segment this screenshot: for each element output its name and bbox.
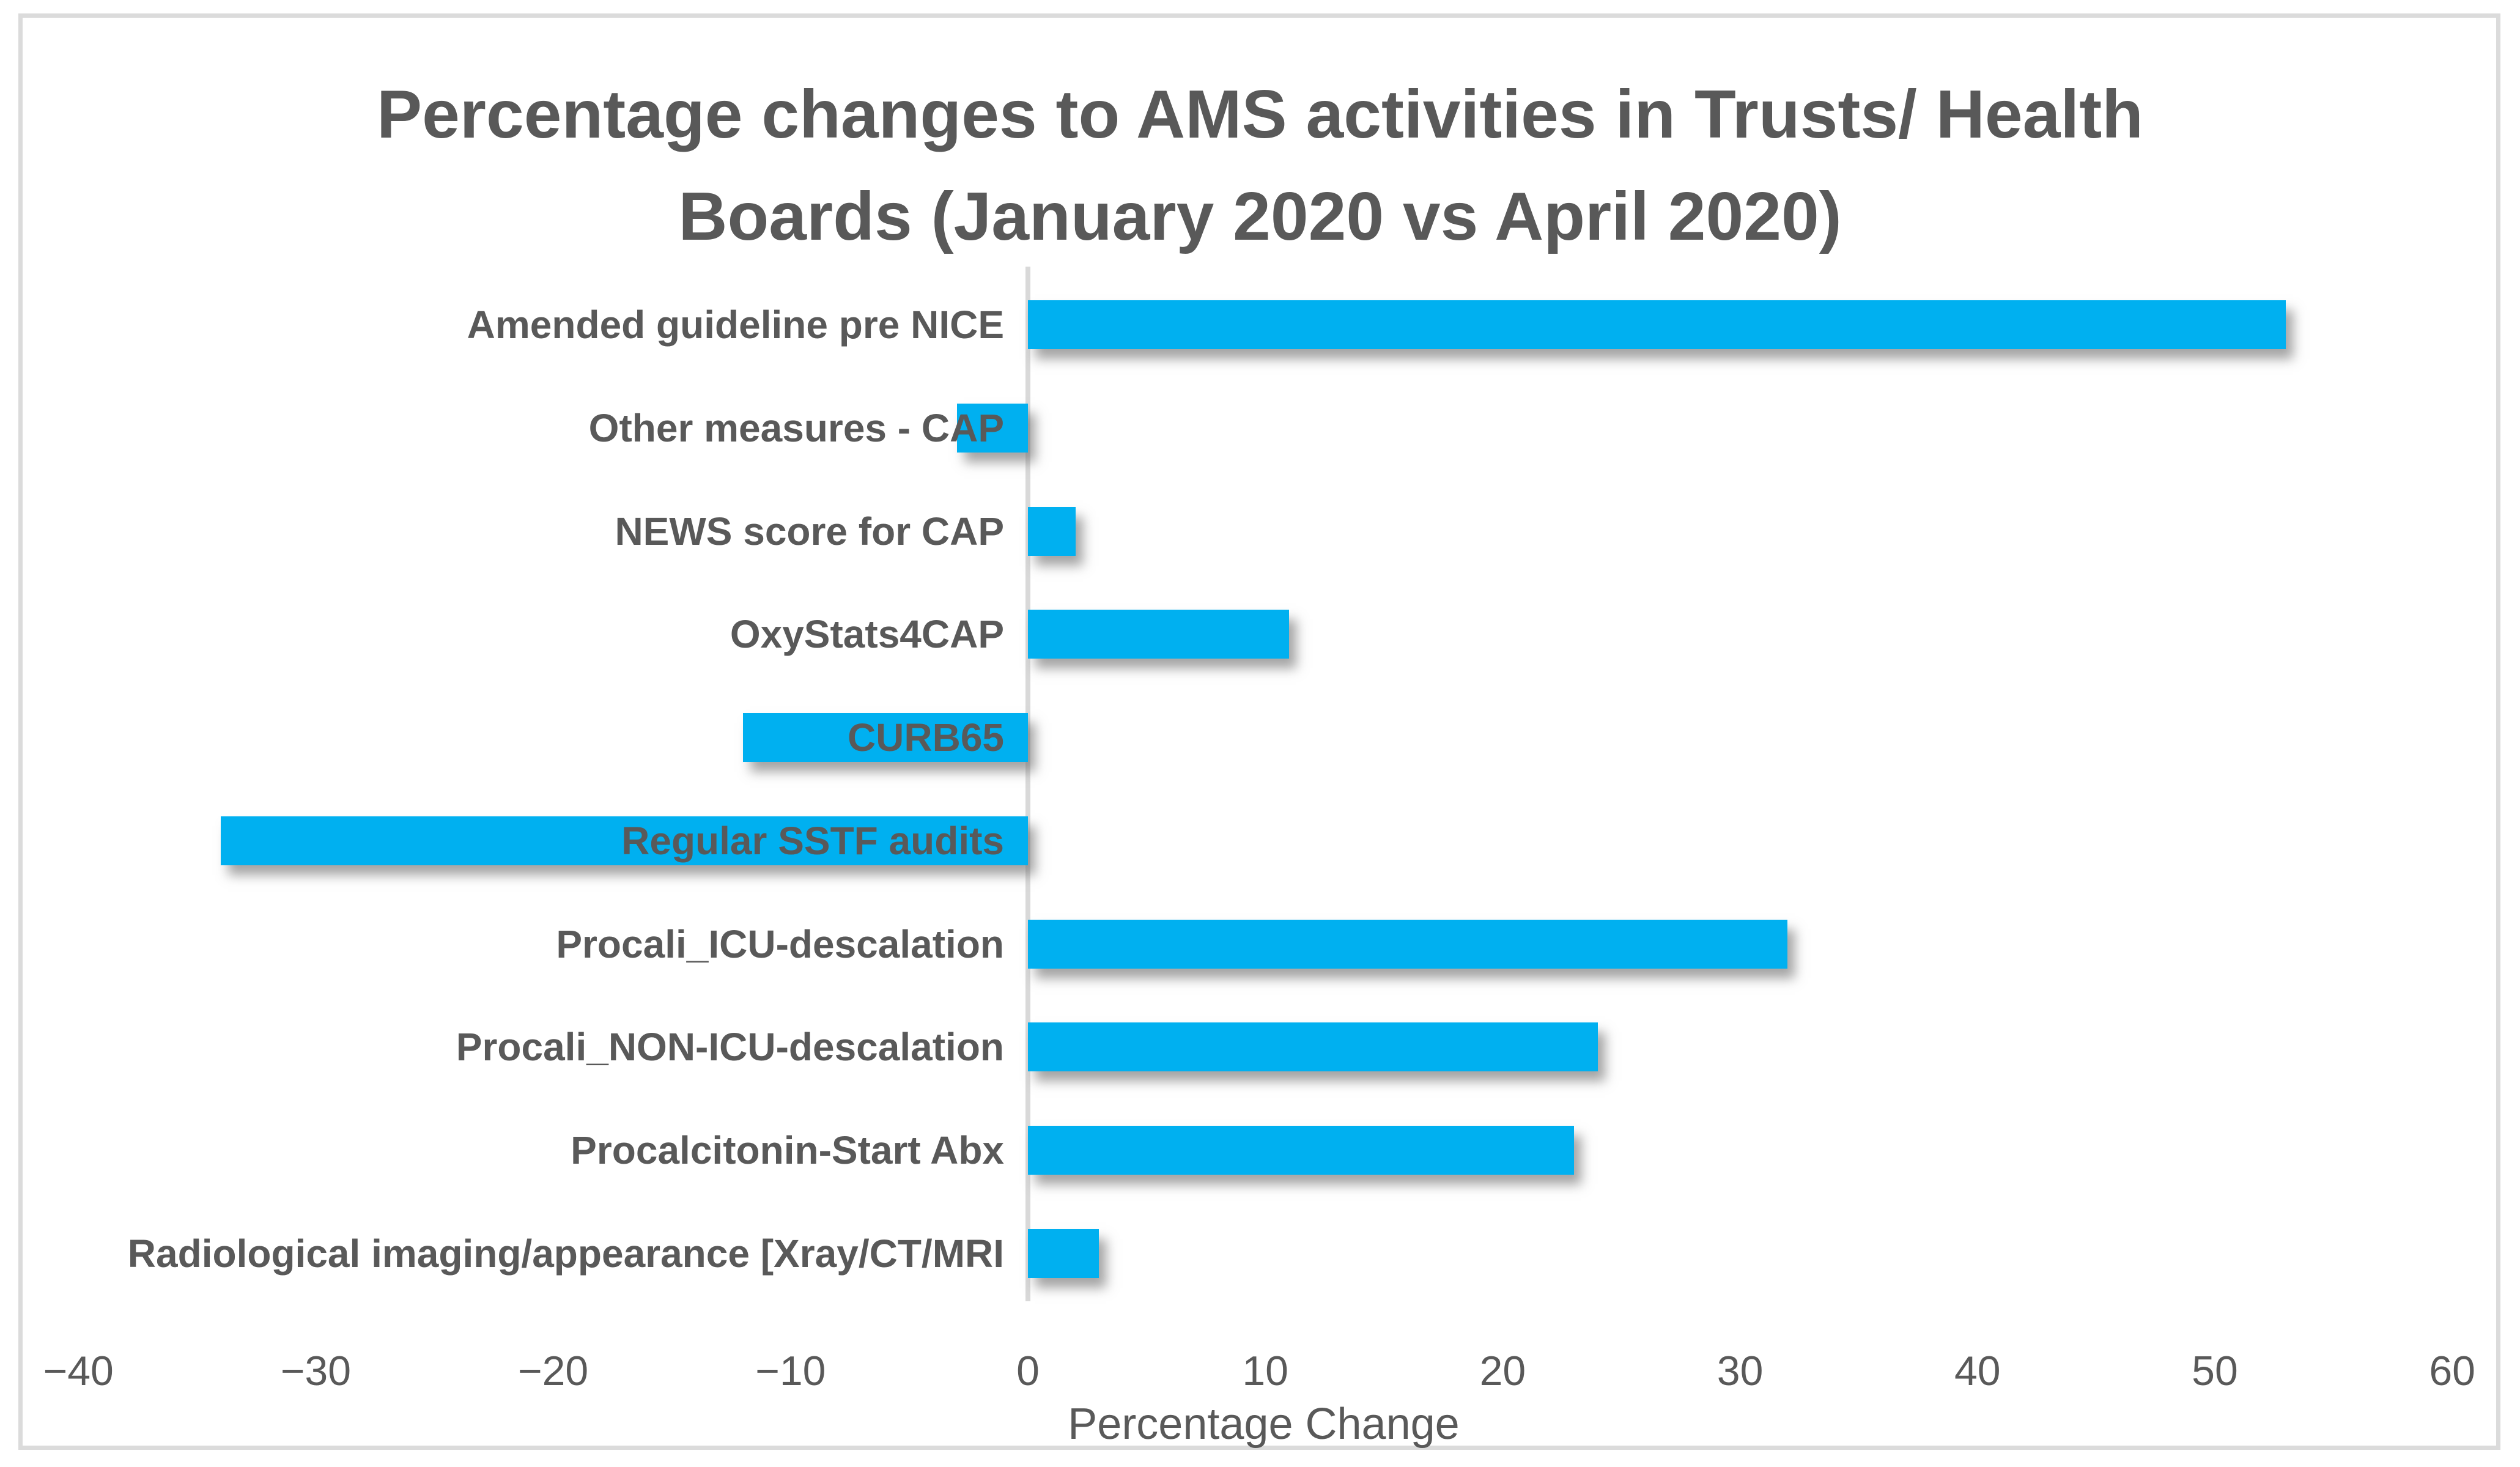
- plot-area: Amended guideline pre NICE Other measures…: [0, 273, 2520, 1305]
- category-label: Radiological imaging/appearance [Xray/CT…: [127, 1231, 1004, 1276]
- bar-2: [956, 404, 1028, 453]
- category-label: Amended guideline pre NICE: [467, 303, 1004, 347]
- bar-row: Regular SSTF audits: [0, 789, 2520, 893]
- zero-axis-line: [1025, 267, 1030, 1301]
- bar-9: [1028, 1125, 1574, 1175]
- x-tick-label: −40: [43, 1348, 114, 1394]
- bar-6: [221, 816, 1028, 865]
- chart-title: Percentage changes to AMS activities in …: [377, 76, 2143, 254]
- category-label: Other measures - CAP: [588, 406, 1004, 451]
- bar-3: [1028, 506, 1076, 556]
- x-axis-title: Percentage Change: [1068, 1400, 1460, 1449]
- bar-row: Other measures - CAP: [0, 377, 2520, 480]
- bar-row: Procalcitonin-Start Abx: [0, 1099, 2520, 1202]
- chart-frame: [18, 13, 2500, 1450]
- bar-1: [1028, 300, 2286, 350]
- category-label: Procali_ICU-descalation: [556, 922, 1004, 966]
- x-tick-label: 30: [1716, 1348, 1764, 1394]
- x-tick-label: 50: [2192, 1348, 2238, 1394]
- x-tick-label: −10: [755, 1348, 826, 1394]
- x-tick-label: 60: [2429, 1348, 2475, 1394]
- bar-row: OxyStats4CAP: [0, 583, 2520, 686]
- bar-row: Procali_NON-ICU-descalation: [0, 996, 2520, 1099]
- category-label: Regular SSTF audits: [621, 818, 1004, 863]
- x-tick-label: 0: [1016, 1348, 1040, 1394]
- x-tick-label: 20: [1479, 1348, 1526, 1394]
- x-tick-label: 40: [1954, 1348, 2001, 1394]
- x-tick-label: −30: [280, 1348, 352, 1394]
- bar-8: [1028, 1022, 1598, 1072]
- category-label: NEWS score for CAP: [615, 509, 1004, 553]
- category-label: OxyStats4CAP: [730, 612, 1004, 657]
- bar-row: NEWS score for CAP: [0, 479, 2520, 583]
- x-tick-label: −20: [517, 1348, 589, 1394]
- bar-5: [743, 713, 1028, 763]
- x-axis-ticks: −40 −30 −20 −10 0 10 20 30 40 50 60: [0, 1347, 2520, 1396]
- bar-7: [1028, 919, 1788, 969]
- category-label: Procalcitonin-Start Abx: [571, 1128, 1004, 1172]
- category-label: Procali_NON-ICU-descalation: [456, 1025, 1004, 1070]
- category-label: CURB65: [847, 715, 1004, 760]
- bar-row: Amended guideline pre NICE: [0, 273, 2520, 377]
- bar-4: [1028, 610, 1290, 659]
- bar-10: [1028, 1229, 1099, 1278]
- bar-row: Radiological imaging/appearance [Xray/CT…: [0, 1202, 2520, 1305]
- x-tick-label: 10: [1242, 1348, 1288, 1394]
- bar-row: CURB65: [0, 686, 2520, 789]
- bar-row: Procali_ICU-descalation: [0, 892, 2520, 996]
